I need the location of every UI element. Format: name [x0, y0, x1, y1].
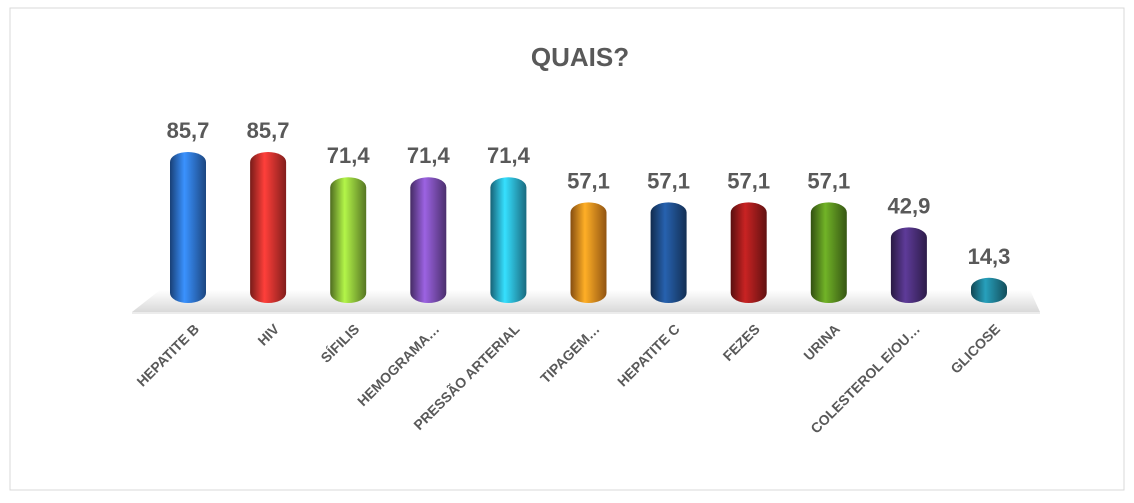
value-label: 57,1 — [567, 168, 610, 193]
bar — [730, 202, 767, 303]
value-label: 85,7 — [247, 118, 290, 143]
bar — [250, 152, 287, 303]
bar — [570, 202, 607, 303]
bar — [170, 152, 206, 303]
bar — [410, 177, 447, 303]
value-label: 85,7 — [167, 118, 210, 143]
bar — [971, 277, 1007, 303]
bar — [330, 177, 367, 303]
bar — [490, 177, 527, 303]
bar — [890, 227, 927, 303]
value-label: 57,1 — [807, 168, 850, 193]
value-label: 71,4 — [487, 143, 531, 168]
value-label: 57,1 — [727, 168, 770, 193]
bar — [810, 202, 847, 303]
value-label: 57,1 — [647, 168, 690, 193]
value-label: 71,4 — [407, 143, 451, 168]
bar — [650, 202, 687, 303]
value-label: 42,9 — [887, 193, 930, 218]
value-label: 14,3 — [968, 244, 1011, 269]
chart-title: QUAIS? — [531, 42, 629, 72]
value-label: 71,4 — [327, 143, 371, 168]
